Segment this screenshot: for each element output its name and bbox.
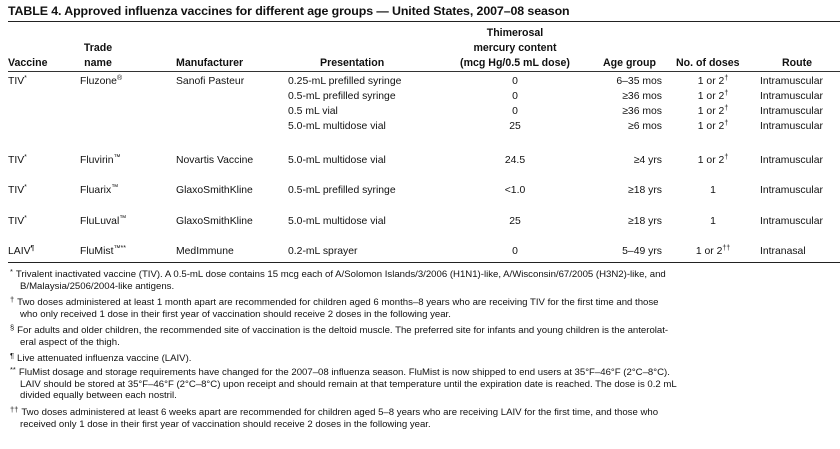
mercury-cell: 0 bbox=[512, 106, 518, 117]
doses-cell: 1 or 2† bbox=[697, 75, 729, 87]
vaccine-cell: LAIV¶ bbox=[8, 245, 35, 257]
manufacturer-cell: Novartis Vaccine bbox=[176, 155, 254, 166]
presentation-cell: 0.5-mL prefilled syringe bbox=[288, 185, 396, 196]
doses-cell: 1 or 2† bbox=[697, 154, 729, 166]
presentation-cell: 5.0-mL multidose vial bbox=[288, 155, 386, 166]
route-cell: Intramuscular bbox=[760, 155, 823, 166]
header-age-group: Age group bbox=[603, 57, 656, 69]
mercury-cell: 25 bbox=[509, 121, 521, 132]
vaccine-cell: TIV* bbox=[8, 215, 27, 227]
presentation-cell: 0.2-mL sprayer bbox=[288, 246, 358, 257]
top-rule bbox=[8, 21, 840, 22]
age-cell: 5–49 yrs bbox=[622, 246, 662, 257]
age-cell: 6–35 mos bbox=[616, 76, 662, 87]
header-thimerosal-line1: Thimerosal bbox=[486, 27, 544, 39]
manufacturer-cell: Sanofi Pasteur bbox=[176, 76, 245, 87]
presentation-cell: 0.25-mL prefilled syringe bbox=[288, 76, 402, 87]
route-cell: Intramuscular bbox=[760, 121, 823, 132]
presentation-cell: 0.5-mL prefilled syringe bbox=[288, 91, 396, 102]
route-cell: Intranasal bbox=[760, 246, 806, 257]
header-thimerosal-line3: (mcg Hg/0.5 mL dose) bbox=[460, 57, 570, 69]
footnote-double-dagger: †† Two doses administered at least 6 week… bbox=[10, 405, 659, 430]
route-cell: Intramuscular bbox=[760, 106, 823, 117]
trade-name-cell: Fluarix™ bbox=[80, 184, 119, 196]
age-cell: ≥36 mos bbox=[622, 106, 662, 117]
route-cell: Intramuscular bbox=[760, 185, 823, 196]
mercury-cell: 0 bbox=[512, 91, 518, 102]
trade-name-cell: FluLuval™ bbox=[80, 215, 127, 227]
age-cell: ≥4 yrs bbox=[633, 155, 662, 166]
trade-name-cell: Fluzone® bbox=[80, 75, 123, 87]
footnote-section: § For adults and older children, the reco… bbox=[10, 323, 669, 348]
doses-cell: 1 bbox=[710, 216, 716, 227]
age-cell: ≥36 mos bbox=[622, 91, 662, 102]
manufacturer-cell: GlaxoSmithKline bbox=[176, 185, 253, 196]
table-title: TABLE 4. Approved influenza vaccines for… bbox=[8, 4, 570, 18]
doses-cell: 1 or 2†† bbox=[695, 245, 731, 257]
age-cell: ≥18 yrs bbox=[628, 185, 662, 196]
mercury-cell: 0 bbox=[512, 76, 518, 87]
doses-cell: 1 or 2† bbox=[697, 90, 729, 102]
footnote-star: * Trivalent inactivated vaccine (TIV). A … bbox=[10, 267, 666, 292]
header-vaccine: Vaccine bbox=[8, 57, 48, 69]
footnote-dagger: † Two doses administered at least 1 month… bbox=[10, 295, 659, 320]
manufacturer-cell: MedImmune bbox=[176, 246, 234, 257]
header-trade-line1: Trade bbox=[83, 42, 113, 54]
trade-name-cell: Fluvirin™ bbox=[80, 154, 121, 166]
presentation-cell: 0.5 mL vial bbox=[288, 106, 338, 117]
footnote-pilcrow: ¶ Live attenuated influenza vaccine (LAIV… bbox=[10, 351, 192, 364]
header-thimerosal-line2: mercury content bbox=[473, 42, 557, 54]
header-manufacturer: Manufacturer bbox=[176, 57, 244, 69]
age-cell: ≥18 yrs bbox=[628, 216, 662, 227]
header-presentation: Presentation bbox=[320, 57, 385, 69]
header-doses: No. of doses bbox=[676, 57, 740, 69]
mercury-cell: 24.5 bbox=[504, 155, 526, 166]
age-cell: ≥6 mos bbox=[628, 121, 662, 132]
manufacturer-cell: GlaxoSmithKline bbox=[176, 216, 253, 227]
route-cell: Intramuscular bbox=[760, 216, 823, 227]
trade-name-cell: FluMist™** bbox=[80, 245, 126, 257]
bottom-rule bbox=[8, 262, 840, 263]
vaccine-cell: TIV* bbox=[8, 75, 27, 87]
presentation-cell: 5.0-mL multidose vial bbox=[288, 216, 386, 227]
mercury-cell: 0 bbox=[512, 246, 518, 257]
route-cell: Intramuscular bbox=[760, 91, 823, 102]
mercury-cell: 25 bbox=[509, 216, 521, 227]
header-trade-line2: name bbox=[84, 57, 112, 69]
header-rule bbox=[8, 71, 840, 72]
route-cell: Intramuscular bbox=[760, 76, 823, 87]
vaccine-cell: TIV* bbox=[8, 184, 27, 196]
footnote-double-star: ** FluMist dosage and storage requirement… bbox=[10, 365, 677, 402]
presentation-cell: 5.0-mL multidose vial bbox=[288, 121, 386, 132]
vaccine-cell: TIV* bbox=[8, 154, 27, 166]
header-route: Route bbox=[782, 57, 813, 69]
doses-cell: 1 bbox=[710, 185, 716, 196]
mercury-cell: <1.0 bbox=[504, 185, 526, 196]
doses-cell: 1 or 2† bbox=[697, 105, 729, 117]
doses-cell: 1 or 2† bbox=[697, 120, 729, 132]
